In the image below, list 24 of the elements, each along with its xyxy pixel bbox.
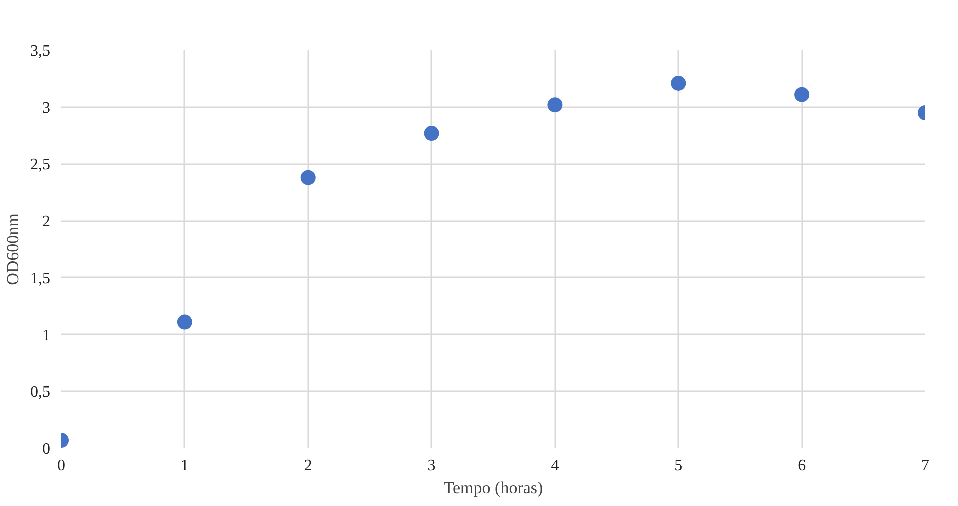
- y-tick-label: 0,5: [30, 384, 50, 402]
- x-tick-label: 2: [304, 458, 312, 474]
- y-tick-label: 3: [42, 100, 50, 117]
- y-axis-title: OD600nm: [4, 214, 22, 286]
- point: [794, 87, 810, 102]
- y-tick-label: 2: [42, 214, 50, 231]
- x-axis-title: Tempo (horas): [444, 478, 544, 498]
- x-tick-label: 3: [428, 458, 436, 474]
- y-tick-label: 0: [42, 441, 50, 458]
- y-tick-label: 1,5: [30, 270, 50, 288]
- point: [424, 126, 440, 141]
- point: [671, 76, 686, 91]
- point: [300, 170, 316, 186]
- y-tick-label: 2,5: [30, 156, 50, 174]
- x-tick-label: 7: [922, 458, 930, 474]
- x-tick-label: 0: [58, 458, 66, 474]
- y-tick-label: 3,5: [30, 43, 50, 60]
- x-tick-label: 5: [674, 458, 683, 474]
- x-tick-label: 1: [180, 458, 189, 474]
- y-tick-label: 1: [42, 327, 50, 344]
- point: [548, 98, 563, 113]
- x-tick-label: 4: [551, 458, 560, 474]
- x-tick-label: 6: [798, 458, 806, 474]
- point: [177, 314, 192, 330]
